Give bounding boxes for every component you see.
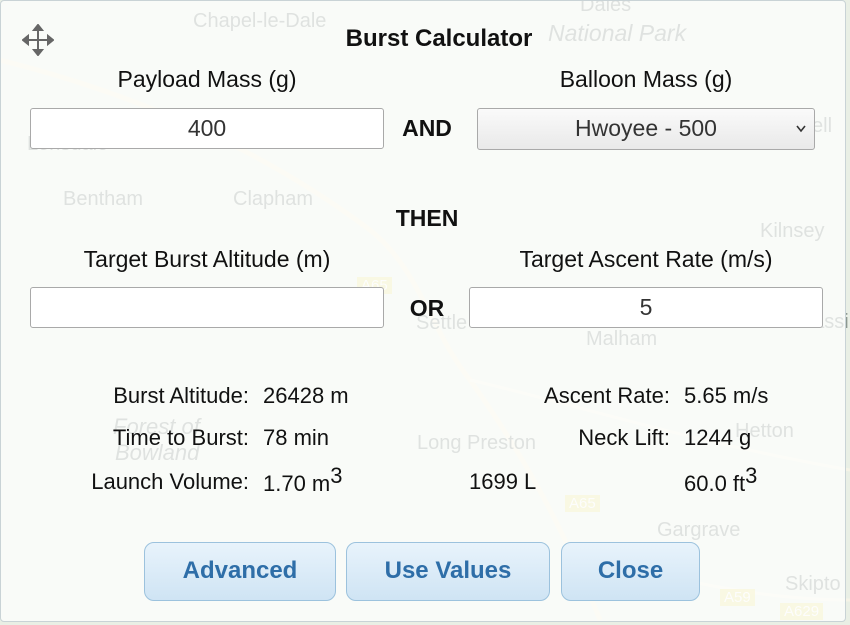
advanced-button[interactable]: Advanced	[144, 542, 336, 601]
result-value: 78 min	[263, 425, 330, 450]
then-label: THEN	[395, 205, 459, 231]
payload-input[interactable]: 400	[30, 108, 384, 149]
and-label: AND	[402, 115, 452, 141]
result-value: 5.65 m/s	[684, 383, 769, 408]
select-caret	[796, 125, 806, 133]
field-label: Balloon Mass (g)	[559, 66, 733, 92]
target-altitude-input[interactable]	[30, 287, 384, 328]
result-label: Burst Altitude:	[113, 383, 249, 408]
value-text: 60.0 ft	[684, 471, 746, 496]
use-values-button[interactable]: Use Values	[346, 542, 550, 601]
result-value: 60.0 ft3	[684, 465, 757, 497]
result-label: Neck Lift:	[578, 425, 670, 450]
result-label: Ascent Rate:	[544, 383, 670, 408]
close-button[interactable]: Close	[561, 542, 700, 601]
field-label: Target Burst Altitude (m)	[83, 246, 331, 272]
superscript: 3	[745, 463, 758, 488]
result-value: 1699 L	[469, 469, 537, 494]
result-value: 1244 g	[684, 425, 752, 450]
result-label: Time to Burst:	[112, 425, 249, 450]
target-ascent-input[interactable]: 5	[469, 287, 823, 328]
field-label: Payload Mass (g)	[117, 66, 297, 92]
value-text: 1.70 m	[263, 471, 331, 496]
or-label: OR	[409, 295, 445, 321]
move-handle[interactable]	[22, 24, 54, 56]
result-value: 1.70 m3	[263, 465, 343, 497]
superscript: 3	[330, 463, 343, 488]
dialog-title: Burst Calculator	[345, 25, 533, 52]
result-value: 26428 m	[263, 383, 349, 408]
balloon-select[interactable]: Hwoyee - 500	[477, 108, 815, 150]
result-label: Launch Volume:	[91, 469, 249, 494]
field-label: Target Ascent Rate (m/s)	[519, 246, 773, 272]
select-value: Hwoyee - 500	[575, 115, 717, 141]
